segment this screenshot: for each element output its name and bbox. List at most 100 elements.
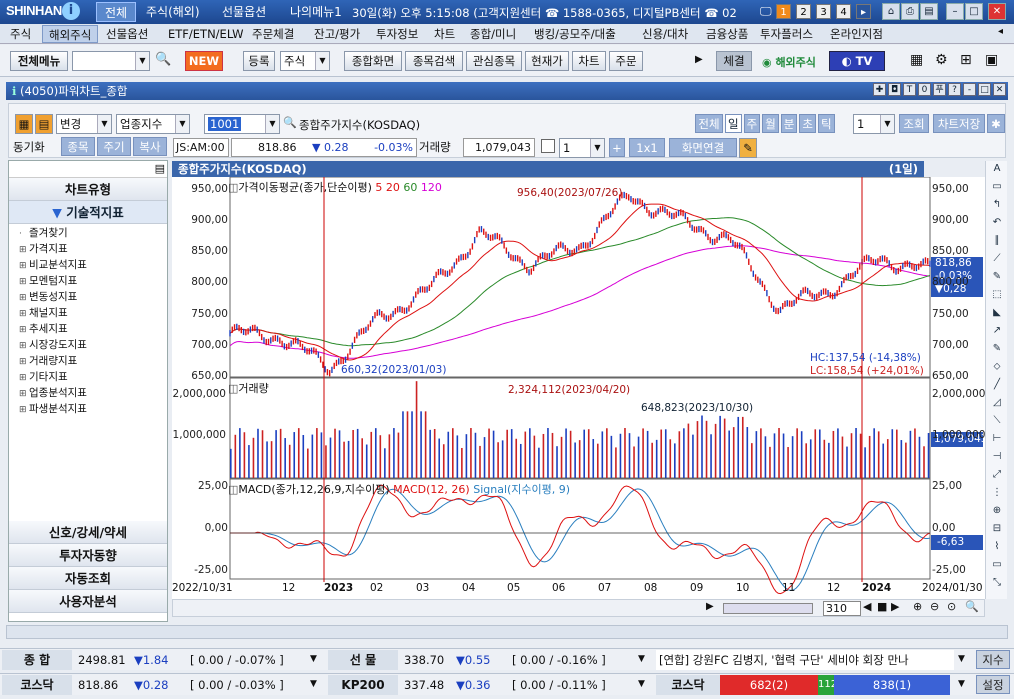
menu-item-1[interactable]: 해외주식 [42,25,99,43]
magnifier-icon[interactable]: 🔍 [965,600,979,613]
grid-icon[interactable]: ⊞ [960,52,972,68]
order-button[interactable]: 주문 [609,51,643,71]
futures-dropdown-icon[interactable]: ▼ [638,654,645,664]
menu-item-0[interactable]: 주식 [10,27,32,41]
expand-plus-icon[interactable]: ⊞ [19,357,27,367]
expand-plus-icon[interactable]: ⊞ [19,261,27,271]
draw-tool-7-icon[interactable]: ⬚ [992,289,1002,300]
current-price-button[interactable]: 현재가 [525,51,569,71]
play-icon[interactable]: ▶ [891,600,900,613]
query-button[interactable]: 조회 [899,114,929,133]
next-icon[interactable]: ▸ [856,4,871,19]
overseas-stock-link[interactable]: ◉ 해외주식 [762,56,816,69]
kp200-dropdown-icon[interactable]: ▼ [638,679,645,689]
num-button-2[interactable]: 2 [796,4,811,19]
chart-type-header[interactable]: 차트유형 [9,178,167,201]
period-2[interactable]: 주 [743,114,761,133]
range-slider[interactable] [723,603,813,614]
menu-scroll-icon[interactable]: ◂ [998,26,1004,37]
stock-search-button[interactable]: 종목검색 [405,51,463,71]
expand-plus-icon[interactable]: ⊞ [19,309,27,319]
window-control-4[interactable]: 푸 [933,83,946,96]
expand-plus-icon[interactable]: ⊞ [19,293,27,303]
window-control-7[interactable]: □ [978,83,991,96]
kospi-dropdown-icon[interactable]: ▼ [310,654,317,664]
screen-number-input[interactable]: ▼ [72,51,150,71]
window-control-6[interactable]: - [963,83,976,96]
period-0[interactable]: 전체 [695,114,723,133]
sidebar-bottom-2[interactable]: 자동조회 [9,567,167,590]
draw-tool-20-icon[interactable]: ⊟ [992,523,1002,534]
zoom-in-icon[interactable]: ⊕ [913,600,923,613]
period-1[interactable]: 일 [725,114,742,133]
indicator-search[interactable]: ▤ [9,161,167,178]
code-search-icon[interactable]: 🔍 [283,116,297,129]
menu-item-6[interactable]: 투자정보 [376,27,419,41]
period-6[interactable]: 틱 [817,114,835,133]
window-control-0[interactable]: ✚ [873,83,886,96]
indicator-group-2[interactable]: ⊞ 비교분석지표 [19,257,87,273]
period-5[interactable]: 초 [799,114,816,133]
draw-tool-23-icon[interactable]: ⤡ [993,577,1001,588]
bullet-icon[interactable]: · [19,229,22,239]
layout2-icon[interactable]: ▤ [35,114,53,134]
title-tab-all[interactable]: 전체 [96,2,137,22]
save-icon[interactable]: ▣ [985,52,999,68]
draw-tool-6-icon[interactable]: ✎ [992,271,1002,282]
zoom-out-icon[interactable]: ⊖ [930,600,940,613]
code-input[interactable]: 1001 ▼ [204,114,280,134]
save-chart-button[interactable]: 차트저장 [933,114,985,133]
scroll-right-icon[interactable]: ▶ [695,54,703,65]
period-4[interactable]: 분 [780,114,798,133]
num-button-1[interactable]: 1 [776,4,791,19]
tab-stock[interactable]: 종목 [61,137,95,156]
scroll-right-icon[interactable]: ▶ [706,601,714,612]
layout-checkbox[interactable] [541,139,555,153]
change-select[interactable]: 변경 ▼ [56,114,112,134]
draw-tool-9-icon[interactable]: ↗ [992,325,1002,336]
draw-tool-4-icon[interactable]: ∥ [994,235,1000,246]
window-control-3[interactable]: 0 [918,83,931,96]
draw-tool-22-icon[interactable]: ▭ [992,559,1002,570]
window-control-5[interactable]: ? [948,83,961,96]
new-badge[interactable]: NEW [185,51,223,71]
grid-1x1-button[interactable]: 1x1 [629,138,665,157]
indicator-group-5[interactable]: ⊞ 채널지표 [19,305,68,321]
draw-tool-0-icon[interactable]: A [993,163,1001,174]
indicator-group-6[interactable]: ⊞ 추세지표 [19,321,68,337]
add-button[interactable]: + [609,138,625,157]
monitor-icon[interactable]: 🖵 [760,4,772,18]
num-button-4[interactable]: 4 [836,4,851,19]
draw-tool-17-icon[interactable]: ⤢ [993,469,1001,480]
conclude-button[interactable]: 체결 [716,51,752,71]
indicator-group-9[interactable]: ⊞ 기타지표 [19,369,68,385]
draw-tool-13-icon[interactable]: ◿ [993,397,1001,408]
news-dropdown-icon[interactable]: ▼ [958,654,965,664]
menu-item-12[interactable]: 투자플러스 [760,27,813,41]
settings-icon[interactable]: ✱ [987,114,1005,133]
menu-item-11[interactable]: 금융상품 [706,27,749,41]
menu-item-4[interactable]: 주문체결 [252,27,295,41]
sidebar-bottom-0[interactable]: 신호/강세/약세 [9,521,167,544]
category-select[interactable]: 업종지수 ▼ [116,114,190,134]
menu-item-2[interactable]: 선물옵션 [106,27,149,41]
draw-tool-2-icon[interactable]: ↰ [992,199,1002,210]
draw-tool-3-icon[interactable]: ↶ [992,217,1002,228]
expand-plus-icon[interactable]: ⊞ [19,341,27,351]
calculator-icon[interactable]: ▦ [910,52,924,68]
link-screen-button[interactable]: 화면연결 [669,138,737,157]
expand-plus-icon[interactable]: ⊞ [19,325,27,335]
draw-tool-15-icon[interactable]: ⊢ [992,433,1002,444]
settings-button[interactable]: 설정 [976,675,1010,694]
breadth-dropdown-icon[interactable]: ▼ [958,679,965,689]
indicator-group-7[interactable]: ⊞ 시장강도지표 [19,337,87,353]
tab-copy[interactable]: 복사 [133,137,167,156]
expand-plus-icon[interactable]: ⊞ [19,277,27,287]
summary-button[interactable]: 종합화면 [344,51,402,71]
expand-plus-icon[interactable]: ⊞ [19,405,27,415]
tv-button[interactable]: ◐ TV [829,51,885,71]
kosdaq-dropdown-icon[interactable]: ▼ [310,679,317,689]
menu-item-13[interactable]: 온라인지점 [830,27,883,41]
indicator-group-1[interactable]: ⊞ 가격지표 [19,241,68,257]
draw-tool-16-icon[interactable]: ⊣ [992,451,1002,462]
